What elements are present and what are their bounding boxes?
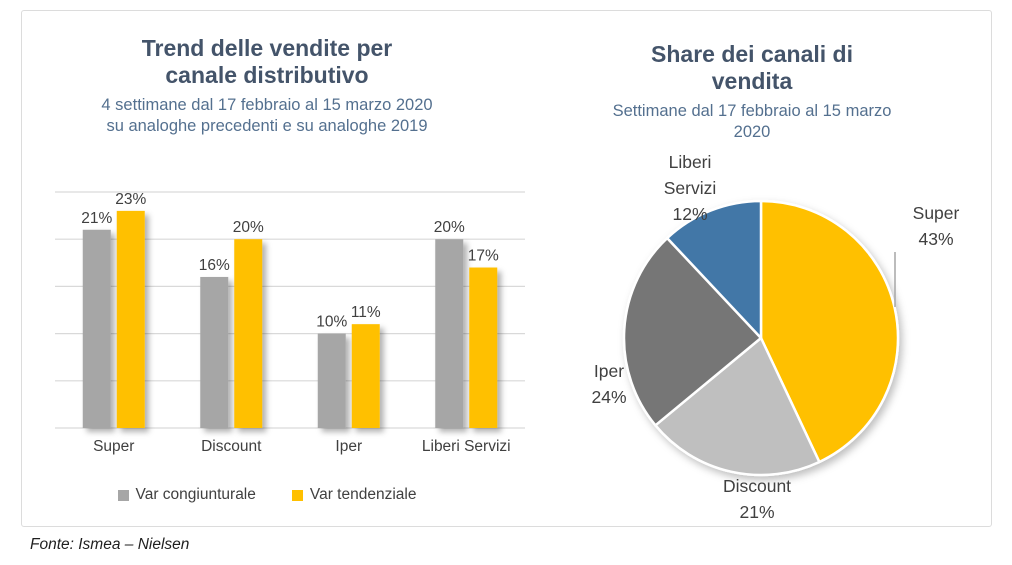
legend-label-var-congiunturale: Var congiunturale bbox=[135, 486, 256, 503]
svg-text:23%: 23% bbox=[115, 191, 146, 208]
svg-text:16%: 16% bbox=[199, 257, 230, 274]
svg-text:20%: 20% bbox=[434, 219, 465, 236]
legend-swatch-gray-icon bbox=[117, 489, 129, 501]
svg-text:43%: 43% bbox=[918, 229, 953, 249]
pie-chart-canvas: Super 43% Discount 21% Iper 24% Liberi Servizi 1… bbox=[591, 152, 960, 522]
svg-text:12%: 12% bbox=[672, 204, 707, 224]
svg-text:Super: Super bbox=[913, 203, 960, 223]
bar-chart-panel: Trend delle vendite per canale distribut… bbox=[21, 10, 525, 527]
svg-text:Discount: Discount bbox=[723, 476, 791, 496]
svg-text:11%: 11% bbox=[351, 304, 381, 321]
pie-chart-subtitle: Settimane dal 17 febbraio al 15 marzo 20… bbox=[612, 102, 892, 142]
svg-text:Iper: Iper bbox=[594, 361, 624, 381]
bar-chart-title: Trend delle vendite per canale distribut… bbox=[141, 35, 393, 89]
svg-text:Super: Super bbox=[93, 438, 134, 455]
legend-item-var-tendenziale: Var tendenziale bbox=[291, 486, 417, 504]
legend-swatch-yellow-icon bbox=[291, 489, 303, 501]
svg-text:24%: 24% bbox=[591, 387, 626, 407]
svg-text:21%: 21% bbox=[81, 210, 112, 227]
svg-text:10%: 10% bbox=[316, 314, 347, 331]
svg-text:Liberi: Liberi bbox=[669, 152, 712, 172]
pie-chart-panel: Share dei canali di vendita Settimane da… bbox=[513, 10, 991, 527]
svg-text:Iper: Iper bbox=[335, 438, 362, 455]
svg-text:17%: 17% bbox=[468, 248, 499, 265]
svg-text:21%: 21% bbox=[739, 502, 774, 522]
legend-item-var-congiunturale: Var congiunturale bbox=[117, 486, 256, 504]
bar-chart-canvas: 21%23%Super16%20%Discount10%11%Iper20%17… bbox=[55, 191, 525, 455]
pie-chart-title: Share dei canali di vendita bbox=[651, 41, 853, 95]
bar-chart-legend: Var congiunturale Var tendenziale bbox=[21, 486, 513, 504]
bar-chart-subtitle: 4 settimane dal 17 febbraio al 15 marzo … bbox=[101, 96, 433, 136]
legend-label-var-tendenziale: Var tendenziale bbox=[309, 486, 417, 503]
source-note: Fonte: Ismea – Nielsen bbox=[30, 536, 190, 553]
svg-text:Servizi: Servizi bbox=[664, 178, 717, 198]
svg-text:Discount: Discount bbox=[201, 438, 262, 455]
svg-text:20%: 20% bbox=[233, 219, 264, 236]
svg-text:Liberi Servizi: Liberi Servizi bbox=[422, 438, 511, 455]
